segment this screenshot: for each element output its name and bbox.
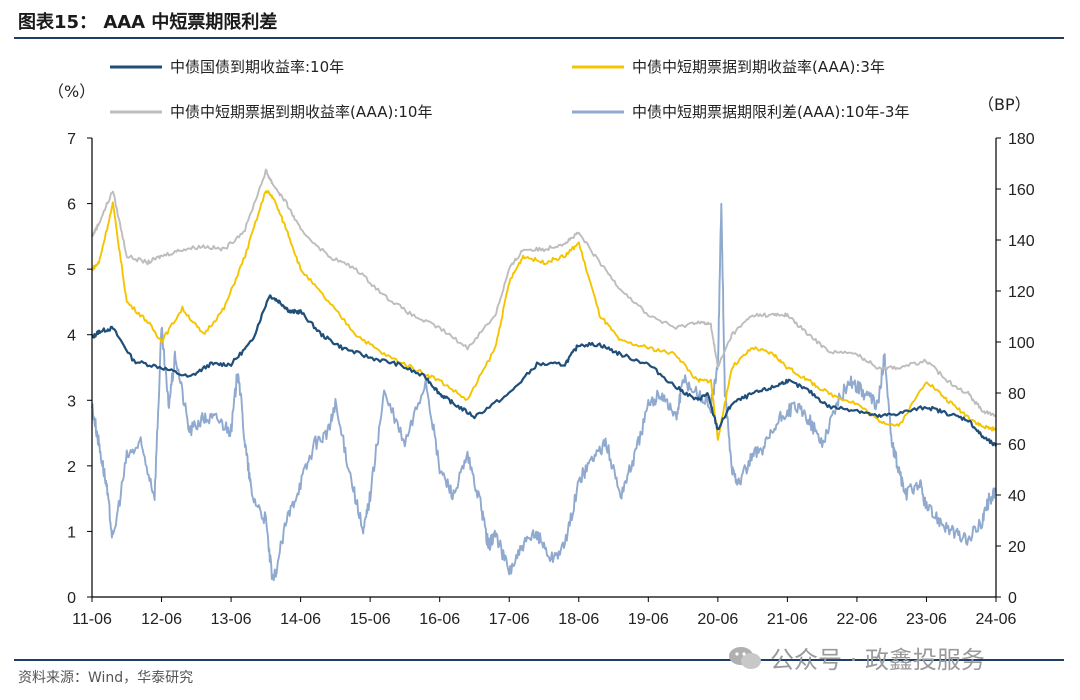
legend-label: 中债国债到期收益率:10年	[170, 58, 344, 76]
x-tick-label: 14-06	[280, 611, 321, 628]
series-line-1	[91, 294, 997, 447]
right-tick-label: 180	[1008, 131, 1035, 148]
left-tick-label: 2	[67, 459, 76, 476]
wechat-icon	[729, 646, 761, 669]
x-tick-label: 20-06	[697, 611, 738, 628]
x-tick-label: 12-06	[141, 611, 182, 628]
left-tick-label: 6	[67, 197, 76, 214]
x-tick-label: 11-06	[72, 611, 112, 628]
left-tick-label: 1	[67, 524, 76, 541]
right-tick-label: 20	[1008, 539, 1026, 556]
legend: 中债国债到期收益率:10年 中债中短期票据到期收益率(AAA):3年中债中短期票据…	[110, 58, 909, 121]
x-tick-label: 18-06	[558, 611, 599, 628]
source-note: 资料来源：Wind，华泰研究	[18, 670, 194, 686]
x-tick-label: 21-06	[767, 611, 808, 628]
right-tick-label: 0	[1008, 590, 1017, 607]
right-tick-label: 100	[1008, 335, 1035, 352]
series-layer	[91, 168, 997, 582]
right-axis-unit: （BP）	[978, 95, 1031, 114]
x-tick-label: 19-06	[628, 611, 669, 628]
footer-divider	[14, 659, 1064, 661]
x-tick-label: 15-06	[350, 611, 391, 628]
left-tick-label: 5	[67, 262, 76, 279]
x-tick-label: 13-06	[211, 611, 252, 628]
right-tick-label: 160	[1008, 182, 1035, 199]
series-line-3	[91, 168, 997, 418]
left-tick-label: 4	[67, 328, 76, 345]
right-tick-label: 60	[1008, 437, 1026, 454]
legend-label: 中债中短期票据到期收益率(AAA):3年	[632, 58, 885, 76]
watermark-text: 公众号 · 政鑫投服务	[770, 646, 985, 674]
chart-title: 图表15： AAA 中短票期限利差	[18, 12, 278, 33]
x-tick-label: 22-06	[836, 611, 877, 628]
left-tick-label: 0	[67, 590, 76, 607]
right-tick-label: 140	[1008, 233, 1035, 250]
x-tick-label: 24-06	[976, 611, 1017, 628]
chart-area: 中债国债到期收益率:10年 中债中短期票据到期收益率(AAA):3年中债中短期票据…	[48, 58, 1035, 628]
left-axis-unit: （%）	[48, 82, 95, 101]
legend-label: 中债中短期票据到期收益率(AAA):10年	[170, 103, 432, 121]
x-tick-label: 17-06	[489, 611, 530, 628]
left-tick-label: 3	[67, 393, 76, 410]
right-tick-label: 40	[1008, 488, 1026, 505]
x-tick-label: 23-06	[906, 611, 947, 628]
right-tick-label: 120	[1008, 284, 1035, 301]
series-line-4	[91, 202, 997, 582]
right-tick-label: 80	[1008, 386, 1026, 403]
series-line-2	[91, 190, 997, 441]
x-tick-label: 16-06	[419, 611, 460, 628]
axes-layer: 0 1 2 3 4 5 6 7 0 20 40 60 80 100 120 140 160 180 11-06 12-…	[67, 131, 1035, 628]
title-divider	[14, 37, 1064, 39]
legend-label: 中债中短期票据期限利差(AAA):10年-3年	[632, 103, 909, 121]
left-tick-label: 7	[67, 131, 76, 148]
watermark: 公众号 · 政鑫投服务	[728, 640, 985, 675]
